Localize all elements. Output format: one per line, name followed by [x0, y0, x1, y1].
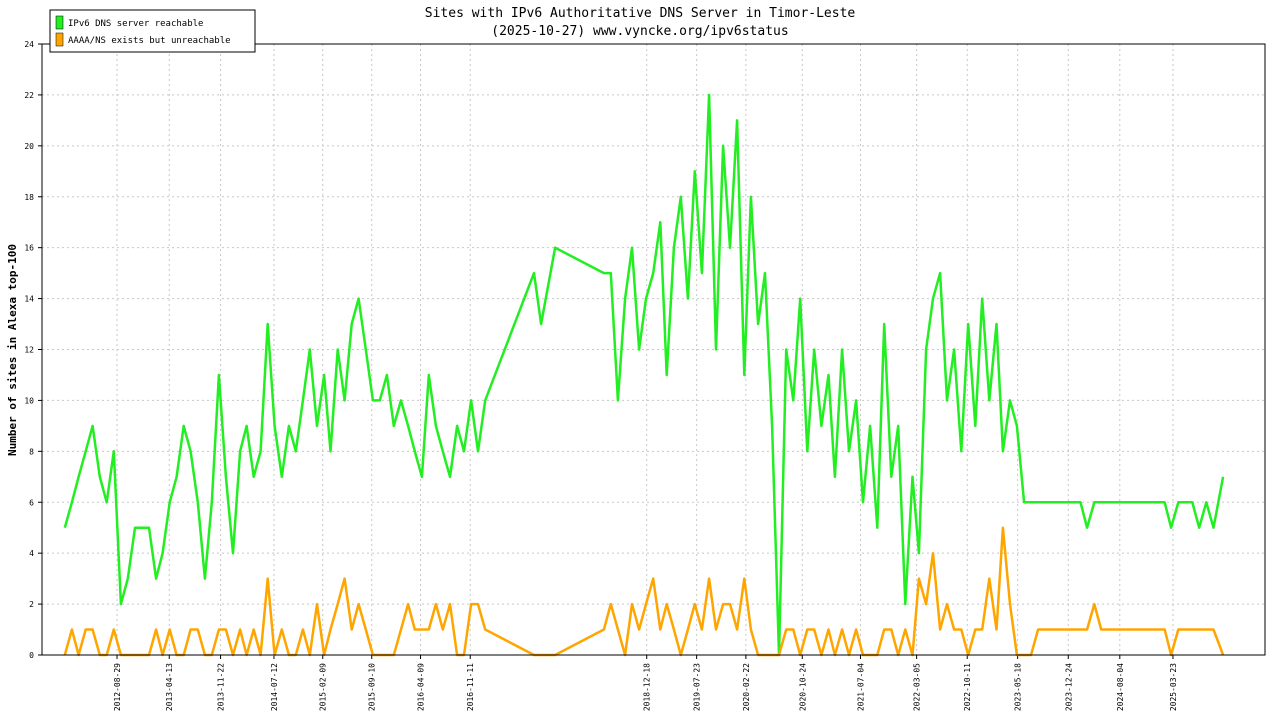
- chart-title: Sites with IPv6 Authoritative DNS Server…: [425, 6, 856, 21]
- x-tick-label: 2022-10-11: [963, 663, 972, 711]
- y-tick-label: 14: [24, 295, 34, 304]
- y-tick-label: 22: [24, 91, 34, 100]
- y-tick-label: 8: [29, 447, 34, 456]
- y-tick-label: 10: [24, 396, 34, 405]
- x-tick-label: 2023-12-24: [1064, 663, 1073, 711]
- plot-frame: [41, 43, 1266, 656]
- legend: IPv6 DNS server reachable AAAA/NS exists …: [49, 9, 256, 53]
- y-tick-label: 18: [24, 193, 34, 202]
- legend-swatch: [55, 15, 64, 30]
- x-tick-label: 2014-07-12: [270, 663, 279, 711]
- x-tick-label: 2022-03-05: [913, 663, 922, 711]
- legend-label: AAAA/NS exists but unreachable: [68, 36, 231, 46]
- x-tick-label: 2018-12-18: [643, 663, 652, 711]
- plot: [63, 93, 1225, 657]
- legend-swatch: [55, 32, 64, 47]
- x-tick-label: 2013-11-22: [217, 663, 226, 711]
- x-tick-label: 2023-05-18: [1014, 663, 1023, 711]
- y-tick-label: 0: [29, 651, 34, 660]
- x-tick-label: 2021-07-04: [856, 663, 865, 711]
- x-tick-label: 2024-08-04: [1116, 663, 1125, 711]
- series-line: [63, 93, 1225, 657]
- chart-subtitle: (2025-10-27) www.vyncke.org/ipv6status: [491, 24, 788, 39]
- x-tick-label: 2012-08-29: [113, 663, 122, 711]
- x-tick-label: 2025-03-23: [1169, 663, 1178, 711]
- y-tick-label: 4: [29, 549, 34, 558]
- x-tick-label: 2016-04-09: [417, 663, 426, 711]
- x-tick-label: 2013-04-13: [165, 663, 174, 711]
- y-tick-label: 6: [29, 498, 34, 507]
- x-tick-label: 2015-09-10: [368, 663, 377, 711]
- y-tick-label: 2: [29, 600, 34, 609]
- y-axis-label: Number of sites in Alexa top-100: [6, 244, 19, 456]
- series-line: [63, 526, 1225, 657]
- y-tick-label: 16: [24, 244, 34, 253]
- y-tick-label: 20: [24, 142, 34, 151]
- y-tick-label: 12: [24, 346, 34, 355]
- x-tick-label: 2015-02-09: [319, 663, 328, 711]
- x-tick-label: 2020-10-24: [798, 663, 807, 711]
- y-tick-label: 24: [24, 40, 34, 49]
- legend-label: IPv6 DNS server reachable: [68, 19, 203, 29]
- x-tick-label: 2019-07-23: [693, 663, 702, 711]
- x-tick-label: 2016-11-11: [466, 663, 475, 711]
- legend-box: [49, 9, 256, 53]
- x-tick-label: 2020-02-22: [742, 663, 751, 711]
